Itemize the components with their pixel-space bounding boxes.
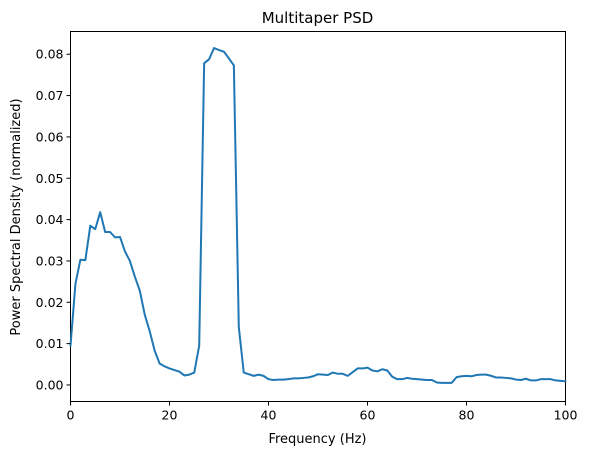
series-line-psd [69,47,567,384]
x-axis: 0 20 40 60 80 100 [67,401,578,423]
x-tick-label: 0 [67,408,75,423]
plot-frame [70,31,566,402]
plot-area [69,31,567,402]
x-tick-label: 60 [360,408,376,423]
y-tick-label: 0.05 [36,171,64,186]
x-tick-label: 100 [554,408,578,423]
y-tick-label: 0.02 [36,295,64,310]
y-tick-label: 0.00 [36,377,64,392]
y-tick-label: 0.03 [36,253,64,268]
y-tick-label: 0.04 [36,212,64,227]
chart-title: Multitaper PSD [262,9,374,27]
y-axis: 0.00 0.01 0.02 0.03 0.04 0.05 0.06 0.07 0.08 [36,47,71,392]
y-tick-label: 0.01 [36,336,64,351]
y-tick-label: 0.07 [36,88,64,103]
y-tick-label: 0.06 [36,129,64,144]
x-tick-label: 20 [162,408,178,423]
x-tick-label: 40 [261,408,277,423]
x-axis-label: Frequency (Hz) [268,432,366,447]
y-axis-label: Power Spectral Density (normalized) [9,98,24,335]
x-tick-label: 80 [459,408,475,423]
y-tick-label: 0.08 [36,47,64,62]
